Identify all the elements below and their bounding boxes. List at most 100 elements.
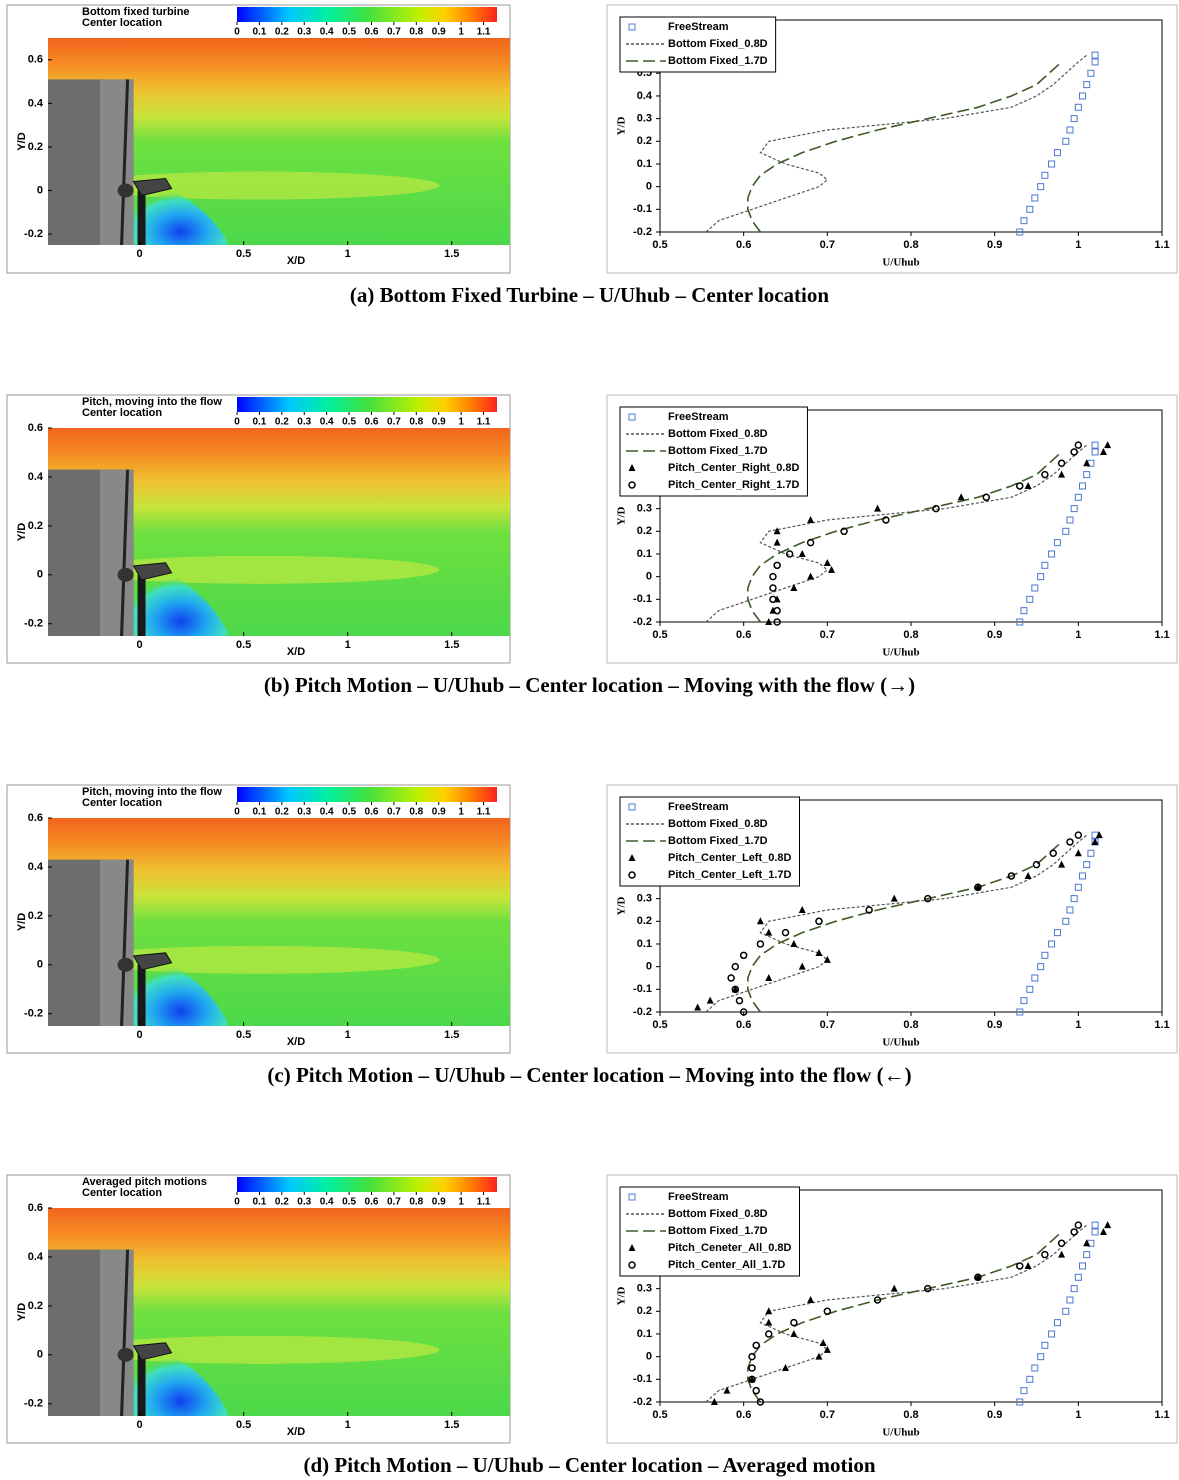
x-axis-label: U/Uhub	[882, 647, 919, 659]
profile-point	[890, 1284, 898, 1292]
profile-point	[815, 917, 823, 926]
colorbar-tick-label: 0.3	[297, 417, 311, 428]
profile-point	[823, 1307, 832, 1316]
profile-point	[1062, 137, 1070, 145]
x-tick-label: 0.5	[652, 1409, 667, 1421]
profile-point	[1058, 860, 1066, 868]
profile-point	[756, 940, 765, 948]
x-tick-label: 0.9	[987, 239, 1002, 251]
profile-point	[1016, 1008, 1024, 1016]
colorbar	[237, 397, 497, 412]
profile-point	[765, 618, 773, 625]
y-tick-label: 0	[37, 959, 43, 971]
profile-point	[1048, 550, 1056, 558]
profile-point	[1037, 1353, 1045, 1361]
profile-point	[1037, 183, 1045, 191]
turbine-nacelle	[132, 562, 173, 581]
x-tick-label: 1.5	[444, 1029, 459, 1041]
chart-panel: 0 0.5 1 1.5 -0.2 0 0.2 0.4 0.6 X/D Y/D Bottom fixed…	[6, 4, 511, 274]
profile-point	[1053, 149, 1061, 157]
colorbar-tick-label: 0.9	[432, 27, 446, 38]
profile-point	[1099, 1227, 1107, 1235]
profile-point	[790, 1318, 798, 1327]
legend-label: Pitch_Center_Left_1.7D	[668, 869, 792, 881]
x-tick-label: 1	[345, 639, 351, 651]
y-tick-label: 0.2	[28, 520, 43, 532]
colorbar-tick-label: 0.9	[432, 417, 446, 428]
caption: (c) Pitch Motion – U/Uhub – Center locat…	[267, 1063, 911, 1087]
y-tick-label: -0.2	[24, 1008, 43, 1020]
profile-point	[1037, 573, 1045, 581]
profile-point	[1066, 906, 1074, 914]
turbine-hub	[117, 567, 134, 582]
profile-point	[819, 1339, 827, 1347]
contour-title: Pitch, moving into the flow	[82, 396, 222, 408]
colorbar-tick-label: 0.2	[275, 27, 289, 38]
colorbar-tick-label: 0.4	[320, 1197, 334, 1208]
y-tick-label: 0.2	[28, 1300, 43, 1312]
legend-marker	[628, 1244, 636, 1251]
turbine-tower	[137, 1354, 146, 1416]
profile-point	[1016, 1398, 1024, 1406]
profile-point	[694, 1003, 702, 1011]
x-tick-label: 0.8	[903, 1019, 918, 1031]
turbine-face	[100, 859, 134, 1026]
profile-point	[773, 606, 781, 615]
profile-point	[1053, 929, 1061, 937]
profile-point	[890, 894, 898, 902]
profile-point	[974, 883, 982, 892]
x-axis-label: X/D	[287, 646, 305, 658]
profile-point	[1074, 883, 1082, 891]
chart-panel: 0.50.60.70.80.911.1-0.2-0.100.10.20.30.4…	[606, 1174, 1178, 1444]
profile-point	[1031, 194, 1039, 202]
colorbar-tick-label: 0.5	[342, 807, 356, 818]
colorbar-tick-label: 0	[234, 807, 240, 818]
profile-point	[790, 1329, 798, 1337]
profile-point	[823, 955, 831, 963]
profile-point	[1041, 1250, 1049, 1259]
profile-point	[748, 1375, 756, 1384]
profile-point	[1020, 217, 1028, 225]
profile-point	[1070, 505, 1078, 513]
x-axis-label: U/Uhub	[882, 1037, 919, 1049]
x-tick-label: 0.6	[736, 239, 751, 251]
x-tick-label: 1	[345, 1419, 351, 1431]
profile-point	[765, 973, 773, 981]
legend-marker	[628, 803, 636, 811]
profile-point	[1016, 618, 1024, 626]
profile-line	[747, 61, 1063, 233]
turbine-hub	[117, 957, 134, 972]
x-tick-label: 0.7	[820, 1019, 835, 1031]
y-tick-label: 0.1	[637, 548, 652, 560]
profile-point	[706, 996, 714, 1004]
profile-point	[723, 1386, 731, 1394]
colorbar-tick-label: 0.2	[275, 1197, 289, 1208]
profile-point	[828, 565, 836, 573]
colorbar-tick-label: 0.8	[409, 1197, 423, 1208]
y-tick-label: 0	[646, 181, 652, 193]
colorbar	[237, 1177, 497, 1192]
colorbar-tick-label: 1.1	[477, 1197, 491, 1208]
y-tick-label: -0.1	[633, 1373, 652, 1385]
profile-point	[1048, 1330, 1056, 1338]
y-tick-label: -0.2	[633, 226, 652, 238]
profile-point	[727, 974, 735, 982]
profile-point	[1041, 561, 1049, 569]
profile-point	[1053, 1319, 1061, 1327]
profile-point	[769, 584, 777, 592]
profile-point	[748, 1352, 756, 1361]
profile-point	[1091, 58, 1099, 66]
profile-point	[1066, 1296, 1074, 1304]
legend-marker	[628, 23, 636, 31]
profile-point	[974, 1273, 982, 1282]
profile-point	[773, 618, 781, 626]
legend-label: Bottom Fixed_0.8D	[668, 38, 768, 50]
colorbar-tick-label: 1	[458, 807, 464, 818]
colorbar-tick-label: 0.2	[275, 417, 289, 428]
profile-point	[748, 1375, 756, 1383]
x-tick-label: 0.6	[736, 1019, 751, 1031]
profile-point	[782, 1363, 789, 1371]
profile-point	[1041, 470, 1049, 479]
profile-point	[807, 1295, 815, 1303]
